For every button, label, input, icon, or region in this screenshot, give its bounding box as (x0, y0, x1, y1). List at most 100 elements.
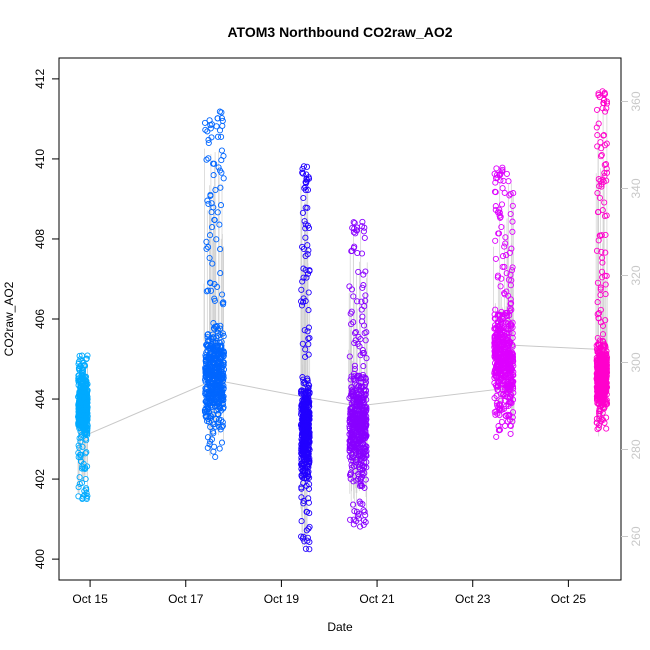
data-point (494, 357, 501, 364)
data-point (508, 306, 515, 313)
data-point (210, 360, 217, 367)
data-point (304, 534, 311, 541)
data-point (204, 197, 211, 204)
data-point (305, 175, 313, 182)
data-point (201, 119, 209, 126)
data-point (601, 142, 609, 149)
data-point (594, 189, 601, 197)
data-point (507, 305, 514, 312)
data-point (300, 433, 307, 440)
data-point (358, 457, 365, 465)
data-point (203, 288, 210, 295)
data-point (205, 397, 212, 405)
data-point (348, 403, 356, 410)
data-point (358, 417, 365, 424)
data-point (600, 132, 607, 139)
x-tick-label: Oct 25 (551, 592, 587, 606)
data-point (347, 475, 354, 482)
data-point (301, 185, 308, 192)
data-point (600, 100, 607, 107)
data-point (505, 402, 512, 409)
data-point (603, 169, 611, 176)
data-point (205, 244, 212, 251)
data-point (304, 469, 311, 477)
data-point (493, 350, 500, 357)
data-point (304, 413, 311, 420)
data-point (501, 352, 508, 359)
data-point (75, 375, 82, 382)
data-point (363, 355, 370, 362)
data-point (594, 334, 601, 342)
data-point (361, 234, 368, 241)
data-point (306, 510, 313, 517)
data-point (598, 232, 605, 239)
data-point (507, 382, 514, 389)
data-point (78, 368, 85, 375)
data-point (204, 434, 212, 441)
data-point (79, 463, 86, 470)
data-point (501, 263, 508, 270)
data-point (301, 218, 308, 225)
data-point (213, 381, 220, 389)
data-point (210, 448, 217, 455)
data-point (81, 362, 88, 369)
data-point (299, 209, 306, 216)
data-point (502, 234, 509, 241)
data-point (503, 383, 510, 390)
data-point (355, 470, 362, 478)
data-point (299, 165, 306, 172)
data-point (82, 374, 89, 381)
data-point (305, 324, 312, 331)
data-point (507, 210, 514, 218)
data-point (300, 497, 307, 504)
data-point (202, 385, 209, 392)
data-point (360, 412, 367, 419)
data-point (353, 412, 360, 419)
data-point (300, 423, 307, 430)
data-point (82, 395, 89, 403)
data-point (304, 414, 311, 421)
data-point (363, 443, 370, 450)
data-point (346, 441, 353, 448)
data-point (208, 224, 216, 231)
data-point (595, 92, 602, 99)
data-point (491, 188, 499, 195)
data-point (595, 120, 602, 127)
data-point (362, 268, 369, 275)
data-point (212, 453, 219, 461)
data-point (306, 446, 313, 453)
data-point (210, 334, 217, 341)
data-point (298, 403, 306, 410)
data-point (348, 373, 355, 380)
data-point (350, 458, 357, 465)
data-point (214, 133, 222, 140)
data-point (79, 394, 86, 401)
y2-tick-label: 340 (629, 178, 643, 198)
data-point (304, 388, 311, 395)
data-point (594, 279, 601, 286)
data-point (504, 411, 511, 418)
data-point (601, 90, 608, 98)
data-point (506, 411, 513, 418)
data-point (354, 512, 361, 519)
data-point (600, 365, 607, 372)
data-point (300, 265, 307, 272)
data-point (305, 525, 312, 532)
data-point (210, 204, 217, 211)
data-point (361, 508, 368, 515)
data-point (501, 189, 508, 196)
data-point (499, 263, 506, 270)
data-point (215, 416, 223, 423)
data-point (204, 444, 211, 451)
data-point (81, 426, 88, 433)
data-point (497, 381, 504, 388)
data-point (347, 429, 354, 436)
data-point (83, 355, 90, 362)
data-point (357, 500, 364, 507)
data-point (351, 508, 358, 515)
data-point (305, 351, 312, 358)
data-point (83, 413, 90, 420)
data-point (359, 218, 366, 225)
data-point (75, 442, 82, 449)
data-point (506, 399, 513, 406)
